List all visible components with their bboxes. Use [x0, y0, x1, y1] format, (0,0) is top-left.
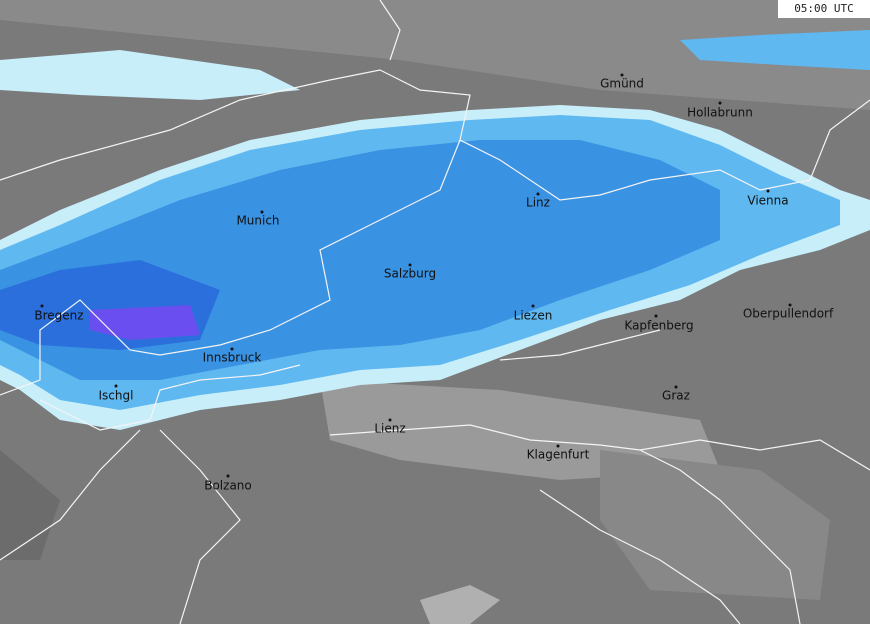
- city-label: Vienna: [747, 194, 788, 208]
- city-dot: [620, 73, 624, 77]
- city-dot: [718, 101, 722, 105]
- city-label: Bregenz: [34, 309, 83, 323]
- city-label: Hollabrunn: [687, 106, 753, 120]
- timestamp-box: 05:00 UTC: [778, 0, 870, 18]
- city-dot: [388, 418, 392, 422]
- city-label: Lienz: [374, 422, 405, 436]
- city-dot: [114, 384, 118, 388]
- city-label: Innsbruck: [203, 351, 262, 365]
- city-label: Bolzano: [204, 479, 252, 493]
- city-dot: [788, 303, 792, 307]
- city-label: Oberpullendorf: [743, 307, 834, 321]
- city-label: Gmünd: [600, 77, 644, 91]
- city-label: Kapfenberg: [624, 319, 693, 333]
- city-dot: [536, 192, 540, 196]
- city-dot: [674, 385, 678, 389]
- city-label: Klagenfurt: [527, 448, 590, 462]
- city-label: Linz: [526, 196, 550, 210]
- timestamp: 05:00 UTC: [794, 2, 854, 15]
- timestamp-background: [778, 0, 870, 18]
- city-dot: [260, 210, 264, 214]
- city-dot: [408, 263, 412, 267]
- city-label: Liezen: [514, 309, 553, 323]
- city-dot: [766, 189, 770, 193]
- city-dot: [40, 304, 44, 308]
- city-label: Ischgl: [99, 389, 134, 403]
- city-dot: [531, 304, 535, 308]
- city-dot: [556, 444, 560, 448]
- city-label: Graz: [662, 389, 690, 403]
- city-dot: [226, 474, 230, 478]
- city-dot: [654, 314, 658, 318]
- cities: Gmünd Hollabrunn Munich Linz Vienna Salz…: [34, 73, 834, 493]
- city-dot: [230, 347, 234, 351]
- city-label: Salzburg: [384, 267, 436, 281]
- city-label: Munich: [236, 214, 279, 228]
- precipitation: [0, 30, 870, 430]
